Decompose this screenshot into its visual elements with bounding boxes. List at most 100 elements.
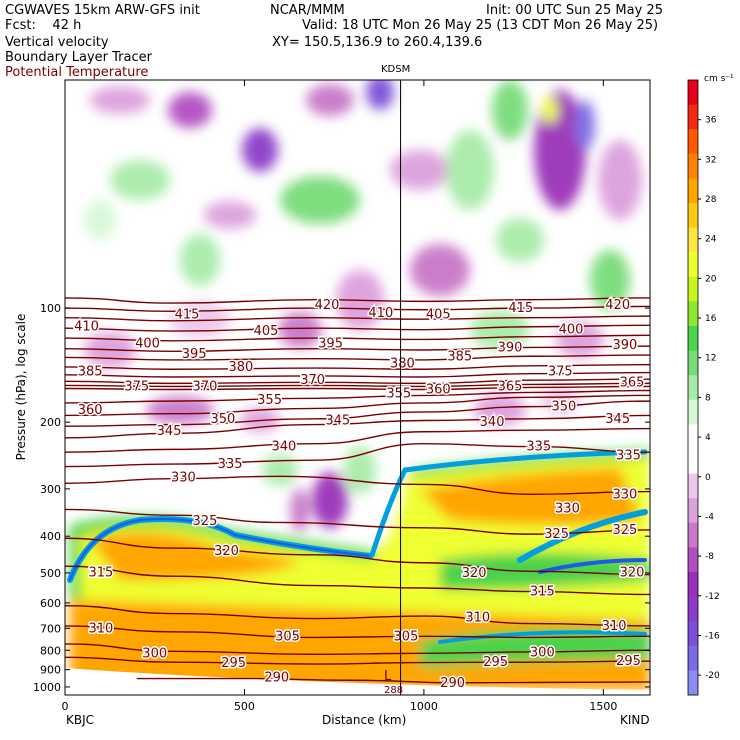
colorbar-swatch [688,547,698,573]
forecast-hour: Fcst: 42 h [5,18,82,33]
y-tick-label: 1000 [33,681,61,694]
theta-contour-380 [65,371,650,378]
theta-label: 375 [548,364,573,379]
colorbar-swatch [688,129,698,155]
theta-contour-320 [65,537,650,576]
theta-contour-415 [65,305,650,313]
theta-contour-405 [65,324,650,332]
marker-low-value: 288 [384,685,404,696]
colorbar-swatch [688,449,698,475]
x-tick-label: 500 [234,700,255,713]
theta-label: 310 [602,619,627,634]
theta-contour-325 [65,508,650,535]
theta-label: 345 [157,424,182,439]
marker-station-label: KDSM [381,64,411,75]
colorbar-swatch [688,596,698,622]
theta-contour-385 [65,363,650,370]
theta-label: 325 [193,514,218,529]
theta-label: 360 [426,383,451,398]
theta-label: 325 [612,523,637,538]
institution-label: NCAR/MMM [270,3,345,18]
theta-label: 410 [74,320,99,335]
colorbar-tick-label: 12 [705,354,716,364]
theta-contour-335 [65,443,650,468]
x-tick-label: 1500 [589,700,617,713]
colorbar-tick-label: 36 [705,116,717,126]
theta-contour-350 [65,400,650,427]
colorbar-tick-label: 20 [705,274,717,284]
y-tick-label: 300 [40,483,61,496]
theta-contour-340 [65,427,650,453]
theta-label: 300 [530,645,555,660]
theta-label: 295 [221,656,246,671]
theta-label: 400 [135,336,160,351]
marker-low-label: L [384,669,392,684]
distance-axis: 0 500 1000 1500 [62,80,617,713]
colorbar-tick-label: -8 [705,552,714,562]
potential-temperature-labels: 410 415 420 410 405 415 420 400 405 395 390 400 390 3… [73,296,646,692]
right-station-label: KIND [620,713,650,727]
colorbar-swatch [688,153,698,179]
colorbar-swatch [688,572,698,598]
colorbar-swatch [688,276,698,302]
theta-label: 310 [88,621,113,636]
plot-frame [64,79,651,696]
theta-contour-390 [65,354,650,361]
field-vertical-velocity: Vertical velocity [5,35,109,50]
colorbar-swatch [688,473,698,499]
colorbar-tick-label: -4 [705,512,714,522]
x-axis-title: Distance (km) [322,713,407,727]
theta-label: 360 [78,403,103,418]
theta-label: 345 [325,413,350,428]
y-tick-label: 800 [40,644,61,657]
theta-label: 385 [447,349,472,364]
theta-label: 370 [300,373,325,388]
theta-label: 390 [498,340,523,355]
colorbar-swatch [688,326,698,352]
y-tick-label: 100 [40,302,61,315]
theta-contour-300 [65,643,650,656]
theta-label: 375 [124,379,149,394]
theta-contour-305 [65,625,650,639]
theta-label: 370 [193,379,218,394]
colorbar-swatch [688,350,698,376]
colorbar-swatch [688,104,698,130]
colorbar-swatch [688,203,698,229]
pressure-axis: 100 200 300 400 500 600 700 800 900 1000 [33,302,650,694]
theta-label: 335 [218,457,243,472]
theta-label: 330 [612,487,637,502]
colorbar-tick-label: 24 [705,235,717,245]
vertical-velocity-field: 410 415 420 410 405 415 420 400 405 395 390 400 390 3… [65,80,650,695]
theta-label: 300 [142,646,167,661]
theta-label: 355 [257,393,282,408]
theta-contour-365 [65,385,650,391]
theta-contour-400 [65,334,650,342]
potential-temperature-contours [65,297,650,684]
theta-label: 365 [620,375,645,390]
theta-label: 395 [318,336,343,351]
x-tick-label: 0 [62,700,69,713]
theta-label: 320 [214,544,239,559]
y-tick-label: 900 [40,664,61,677]
tracer-top-edge [67,449,648,644]
colorbar-tick-label: 16 [705,314,717,324]
model-title: CGWAVES 15km ARW-GFS init [5,3,200,18]
theta-label: 345 [605,412,630,427]
theta-label: 380 [228,360,253,375]
theta-label: 390 [612,338,637,353]
theta-label: 410 [368,306,393,321]
theta-label: 380 [390,356,415,371]
colorbar-tick-label: -12 [705,592,720,602]
theta-contour-290 [136,677,650,684]
theta-label: 415 [508,301,533,316]
colorbar-tick-label: 32 [705,155,716,165]
theta-contour-420 [65,297,650,304]
theta-contour-315 [65,565,650,596]
theta-label: 395 [182,347,207,362]
theta-contour-310 [65,604,650,627]
theta-label: 385 [78,364,103,379]
y-tick-label: 700 [40,622,61,635]
colorbar-swatch [688,80,698,106]
theta-contour-395 [65,345,650,352]
